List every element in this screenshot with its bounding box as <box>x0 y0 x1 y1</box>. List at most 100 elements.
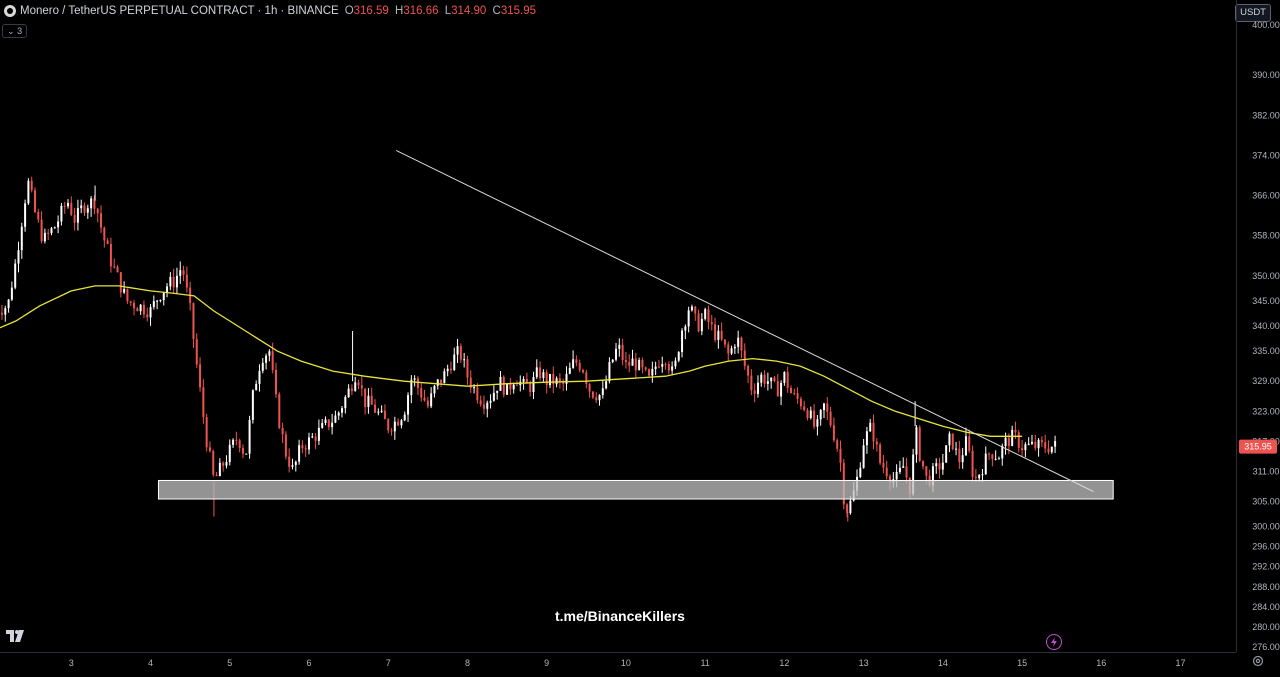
candle-body <box>1047 448 1050 453</box>
candle-body <box>291 465 294 467</box>
candle-body <box>360 385 363 389</box>
candle-body <box>955 448 958 450</box>
indicators-toggle-button[interactable]: ⌄ 3 <box>2 24 28 38</box>
candle-body <box>172 276 175 288</box>
candle-body <box>799 398 802 407</box>
time-tick-label: 5 <box>227 658 232 668</box>
candle-body <box>1024 444 1027 451</box>
candle-body <box>314 436 317 441</box>
candle-body <box>50 228 53 234</box>
candle-body <box>710 322 713 325</box>
candle-body <box>872 422 875 442</box>
candle-body <box>925 466 928 476</box>
candle-body <box>945 445 948 463</box>
candle-body <box>156 300 159 302</box>
last-price-badge <box>1239 439 1277 454</box>
tradingview-logo-icon[interactable] <box>6 630 28 642</box>
candle-body <box>407 395 410 415</box>
candle-body <box>832 425 835 441</box>
candle-body <box>126 288 129 302</box>
time-tick-label: 17 <box>1176 658 1186 668</box>
candle-body <box>1037 439 1040 449</box>
time-tick-label: 9 <box>544 658 549 668</box>
candles-group <box>0 176 1057 522</box>
candle-body <box>423 397 426 401</box>
candle-body <box>80 205 83 209</box>
candle-body <box>413 378 416 380</box>
candle-body <box>885 467 888 477</box>
candle-body <box>740 337 743 351</box>
candle-body <box>1017 432 1020 448</box>
price-axis[interactable]: 400.00 390.00 382.00 374.00 366.00 358.00 350.… <box>1236 0 1280 652</box>
candle-body <box>1034 441 1037 449</box>
candle-body <box>24 203 27 227</box>
candle-body <box>489 400 492 403</box>
candle-body <box>0 312 3 315</box>
price-tick-label: 329.00 <box>1252 376 1280 386</box>
candle-body <box>641 360 644 368</box>
chart-header: Monero / TetherUS PERPETUAL CONTRACT · 1… <box>0 0 1240 22</box>
candle-body <box>271 351 274 370</box>
candle-body <box>512 384 515 390</box>
price-tick-label: 390.00 <box>1252 70 1280 80</box>
time-axis[interactable]: 3 4 5 6 7 8 9 10 11 12 13 14 15 16 17 <box>0 652 1236 672</box>
symbol-title[interactable]: Monero / TetherUS PERPETUAL CONTRACT · 1… <box>20 5 339 17</box>
candle-body <box>717 330 720 340</box>
candle-body <box>961 455 964 463</box>
lightning-bolt-icon[interactable] <box>1046 634 1062 650</box>
candle-body <box>723 339 726 345</box>
candle-body <box>278 394 281 428</box>
candle-body <box>951 433 954 449</box>
candle-body <box>1021 447 1024 451</box>
candle-body <box>941 462 944 470</box>
candle-body <box>476 387 479 401</box>
candle-body <box>251 390 254 420</box>
candle-body <box>654 366 657 369</box>
candle-body <box>106 240 109 244</box>
candle-body <box>60 205 63 222</box>
high-key: H <box>395 5 404 17</box>
candle-body <box>327 419 330 428</box>
candle-body <box>449 368 452 371</box>
candle-body <box>806 410 809 419</box>
candle-body <box>482 404 485 409</box>
candle-body <box>212 451 215 475</box>
currency-select-button[interactable]: USDT <box>1235 4 1271 22</box>
candle-body <box>400 420 403 426</box>
candle-body <box>865 431 868 446</box>
candle-body <box>568 367 571 374</box>
candle-body <box>175 275 178 288</box>
candle-body <box>4 308 7 315</box>
candle-body <box>307 437 311 450</box>
candle-body <box>690 306 693 311</box>
candle-body <box>704 309 707 319</box>
price-axis-labels: 400.00 390.00 382.00 374.00 366.00 358.00 350.… <box>1239 20 1280 652</box>
candle-body <box>750 375 753 391</box>
candle-body <box>350 388 353 391</box>
time-tick-label: 12 <box>779 658 789 668</box>
settings-gear-icon[interactable] <box>1252 655 1264 667</box>
candle-body <box>595 397 598 401</box>
time-tick-label: 8 <box>465 658 470 668</box>
time-tick-label: 13 <box>859 658 869 668</box>
candle-body <box>631 358 634 366</box>
candle-body <box>859 467 862 477</box>
candle-body <box>215 474 218 477</box>
candle-body <box>1014 429 1017 433</box>
candle-body <box>446 368 449 372</box>
candle-body <box>756 382 759 394</box>
candle-body <box>971 450 974 478</box>
candle-body <box>304 448 307 450</box>
candle-body <box>383 410 386 420</box>
candle-body <box>822 403 826 411</box>
time-tick-label: 10 <box>621 658 631 668</box>
price-tick-label: 288.00 <box>1252 582 1280 592</box>
price-chart[interactable] <box>0 0 1236 652</box>
open-key: O <box>344 5 354 17</box>
candle-body <box>525 378 528 384</box>
candle-body <box>380 410 383 412</box>
candle-body <box>1040 439 1043 443</box>
candle-body <box>281 427 284 435</box>
candle-body <box>1011 429 1014 447</box>
candle-body <box>572 359 575 368</box>
